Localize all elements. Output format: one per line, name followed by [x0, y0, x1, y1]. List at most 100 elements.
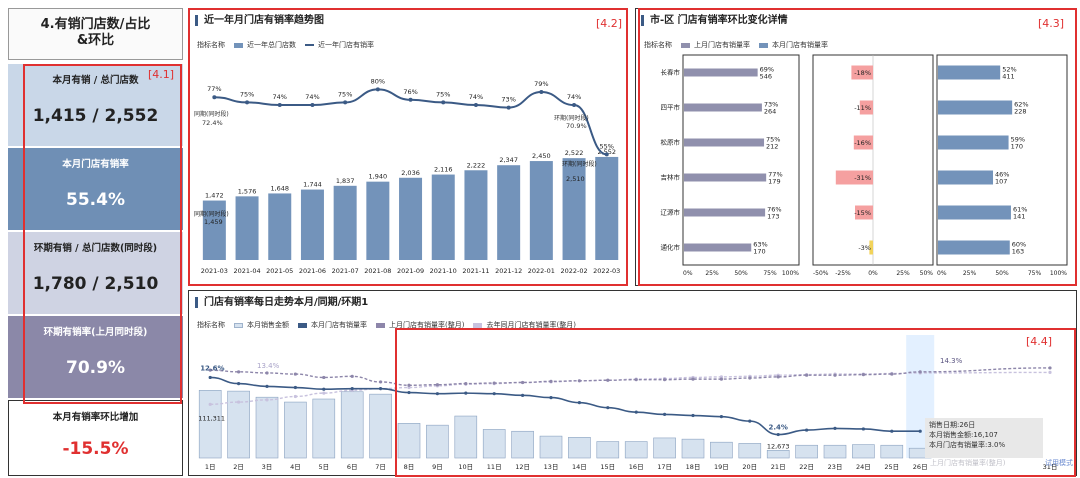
trend-bar[interactable]	[235, 196, 259, 260]
daily-lastyear-line-point[interactable]	[1048, 370, 1052, 374]
daily-amount-bar[interactable]	[284, 401, 307, 459]
daily-rate-line-point[interactable]	[606, 406, 610, 410]
daily-amount-bar[interactable]	[738, 443, 762, 459]
trend-bar[interactable]	[497, 165, 521, 260]
daily-rate-line-point[interactable]	[322, 387, 326, 391]
daily-amount-bar[interactable]	[369, 393, 392, 459]
legend-item-rate[interactable]: 本月门店有销量率	[311, 321, 367, 329]
daily-rate-line-point[interactable]	[577, 401, 581, 405]
daily-amount-bar[interactable]	[795, 444, 818, 459]
daily-lastyear-line-point[interactable]	[719, 375, 724, 379]
daily-prev-line-point[interactable]	[663, 378, 667, 382]
daily-rate-line-point[interactable]	[833, 426, 837, 430]
daily-prev-line-point[interactable]	[521, 380, 525, 385]
legend-item-last-month[interactable]: 上月门店有销量率	[694, 41, 750, 49]
legend-item-stores[interactable]: 近一年总门店数	[247, 41, 296, 49]
trend-rate-point[interactable]	[343, 100, 348, 105]
legend-item-this-month[interactable]: 本月门店有销量率	[772, 41, 828, 49]
daily-rate-line-point[interactable]	[464, 391, 468, 395]
city-bar-change[interactable]	[869, 240, 873, 255]
city-bar-last[interactable]	[684, 243, 752, 252]
daily-rate-line-point[interactable]	[634, 410, 638, 414]
daily-amount-bar[interactable]	[823, 444, 847, 459]
daily-rate-line-point[interactable]	[492, 392, 496, 396]
trend-rate-point[interactable]	[310, 103, 315, 107]
city-bar-last[interactable]	[684, 68, 758, 77]
daily-prev-line-point[interactable]	[634, 378, 638, 382]
trend-bar[interactable]	[268, 193, 292, 260]
trend-bar[interactable]	[562, 158, 586, 260]
daily-rate-line-point[interactable]	[208, 375, 212, 380]
daily-amount-bar[interactable]	[539, 435, 563, 459]
trend-rate-point[interactable]	[375, 87, 380, 92]
trend-bar[interactable]	[333, 185, 357, 260]
daily-amount-bar[interactable]	[880, 444, 904, 459]
daily-prev-line-point[interactable]	[293, 372, 297, 376]
trend-bar[interactable]	[464, 170, 488, 260]
daily-prev-line-point[interactable]	[691, 377, 695, 381]
city-bar-this[interactable]	[938, 240, 1010, 255]
trend-rate-point[interactable]	[506, 105, 511, 110]
daily-prev-line-point[interactable]	[833, 373, 837, 377]
daily-rate-line-point[interactable]	[691, 413, 695, 418]
daily-prev-line-point[interactable]	[719, 377, 724, 381]
city-bar-last[interactable]	[684, 138, 765, 147]
trend-bar[interactable]	[300, 189, 324, 260]
daily-prev-line-point[interactable]	[890, 372, 894, 376]
trend-bar[interactable]	[366, 181, 390, 260]
daily-rate-line-point[interactable]	[663, 412, 667, 416]
trend-rate-point[interactable]	[604, 152, 609, 157]
daily-prev-line-point[interactable]	[407, 383, 411, 387]
city-bar-last[interactable]	[684, 173, 767, 182]
daily-prev-line-point[interactable]	[265, 371, 269, 375]
daily-amount-bar[interactable]	[568, 437, 591, 459]
city-bar-this[interactable]	[938, 205, 1011, 220]
trend-bar[interactable]	[399, 177, 423, 260]
daily-amount-bar[interactable]	[624, 441, 648, 459]
daily-rate-line-point[interactable]	[265, 384, 269, 388]
daily-amount-bar[interactable]	[710, 441, 733, 459]
daily-amount-bar[interactable]	[511, 430, 534, 459]
trend-rate-point[interactable]	[441, 100, 446, 105]
trend-rate-point[interactable]	[245, 100, 250, 105]
daily-rate-line-point[interactable]	[776, 432, 780, 437]
legend-item-lastyear[interactable]: 去年同月门店有销量率(整月)	[486, 321, 576, 329]
daily-rate-line-point[interactable]	[918, 429, 922, 433]
city-bar-this[interactable]	[938, 100, 1013, 115]
trend-bar[interactable]	[202, 200, 226, 260]
daily-prev-line-point[interactable]	[776, 375, 780, 379]
daily-amount-bar[interactable]	[227, 390, 250, 459]
city-bar-change[interactable]	[855, 205, 873, 220]
daily-rate-line-point[interactable]	[435, 392, 439, 396]
daily-rate-line-point[interactable]	[748, 419, 752, 423]
daily-rate-line-point[interactable]	[521, 393, 525, 397]
daily-prev-line-point[interactable]	[379, 380, 383, 384]
trend-rate-point[interactable]	[539, 90, 544, 94]
daily-amount-bar[interactable]	[340, 391, 364, 459]
daily-prev-line-point[interactable]	[549, 379, 553, 383]
city-bar-this[interactable]	[938, 170, 994, 185]
daily-rate-line-point[interactable]	[350, 387, 354, 391]
daily-amount-bar[interactable]	[653, 437, 676, 459]
daily-rate-line-point[interactable]	[719, 415, 724, 419]
daily-lastyear-line-point[interactable]	[322, 391, 326, 395]
daily-amount-bar[interactable]	[255, 396, 279, 459]
daily-prev-line-point[interactable]	[492, 381, 496, 385]
daily-prev-line-point[interactable]	[464, 382, 468, 386]
city-bar-this[interactable]	[938, 135, 1009, 150]
daily-rate-line-point[interactable]	[237, 382, 241, 386]
daily-rate-line-point[interactable]	[379, 387, 383, 391]
daily-rate-line-point[interactable]	[861, 427, 866, 431]
city-bar-last[interactable]	[684, 103, 762, 112]
daily-lastyear-line-point[interactable]	[208, 402, 212, 406]
trend-bar[interactable]	[529, 161, 553, 260]
city-bar-change[interactable]	[853, 135, 873, 150]
daily-rate-line-point[interactable]	[293, 385, 297, 390]
daily-rate-line-point[interactable]	[407, 390, 411, 395]
daily-amount-bar[interactable]	[426, 424, 449, 459]
city-bar-change[interactable]	[859, 100, 873, 115]
daily-prev-line-point[interactable]	[1048, 366, 1052, 370]
daily-amount-bar[interactable]	[681, 438, 705, 459]
legend-item-prev[interactable]: 上月门店有销量率(整月)	[389, 321, 465, 329]
daily-prev-line-point[interactable]	[322, 375, 326, 380]
